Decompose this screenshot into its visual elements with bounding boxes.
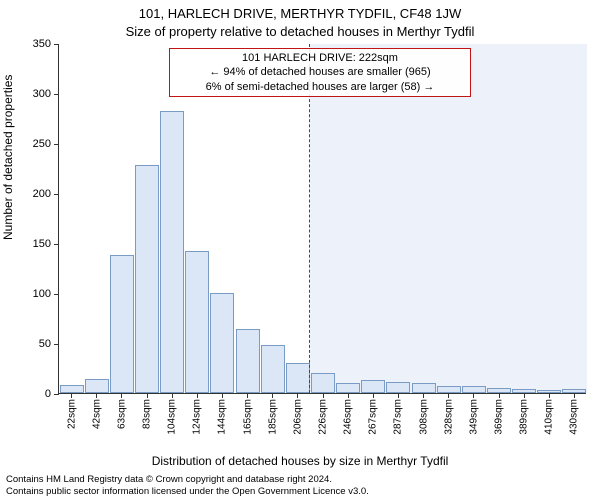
x-tick-label: 144sqm (217, 399, 228, 435)
x-tick (197, 393, 198, 398)
y-tick (54, 344, 59, 345)
y-tick (54, 244, 59, 245)
histogram-bar (236, 329, 260, 393)
y-tick-label: 300 (33, 88, 51, 100)
x-tick (348, 393, 349, 398)
y-tick-label: 350 (33, 38, 51, 50)
y-tick-label: 100 (33, 288, 51, 300)
x-tick-label: 308sqm (418, 399, 429, 435)
x-tick-label: 42sqm (91, 399, 102, 429)
x-tick (272, 393, 273, 398)
y-tick-label: 250 (33, 138, 51, 150)
histogram-bar (185, 251, 209, 393)
page-title: 101, HARLECH DRIVE, MERTHYR TYDFIL, CF48… (0, 6, 600, 21)
histogram-bar (85, 379, 109, 393)
annotation-box: 101 HARLECH DRIVE: 222sqm← 94% of detach… (169, 48, 471, 97)
histogram-bar (110, 255, 134, 393)
x-tick-label: 287sqm (393, 399, 404, 435)
y-tick-label: 0 (45, 388, 51, 400)
x-tick (423, 393, 424, 398)
x-tick (473, 393, 474, 398)
histogram-bar (286, 363, 310, 393)
y-tick (54, 94, 59, 95)
x-tick-label: 369sqm (494, 399, 505, 435)
histogram-bar (361, 380, 385, 393)
x-tick-label: 63sqm (116, 399, 127, 429)
histogram-bar (261, 345, 285, 393)
histogram-bar (135, 165, 159, 393)
x-tick-label: 410sqm (544, 399, 555, 435)
y-tick-label: 200 (33, 188, 51, 200)
x-tick-label: 430sqm (569, 399, 580, 435)
footer-text: Contains HM Land Registry data © Crown c… (0, 474, 600, 498)
histogram-bar (210, 293, 234, 393)
y-axis-label: Number of detached properties (1, 75, 15, 240)
x-tick (524, 393, 525, 398)
annotation-line: 6% of semi-detached houses are larger (5… (176, 80, 464, 94)
x-tick-label: 328sqm (443, 399, 454, 435)
x-tick (297, 393, 298, 398)
x-tick (398, 393, 399, 398)
x-tick-label: 165sqm (242, 399, 253, 435)
x-tick (96, 393, 97, 398)
histogram-bar (386, 382, 410, 393)
histogram-plot: 05010015020025030035022sqm42sqm63sqm83sq… (58, 44, 586, 394)
y-tick (54, 294, 59, 295)
x-tick-label: 22sqm (66, 399, 77, 429)
y-tick (54, 194, 59, 195)
x-tick (499, 393, 500, 398)
x-tick-label: 226sqm (318, 399, 329, 435)
page-subtitle: Size of property relative to detached ho… (0, 24, 600, 39)
x-tick (373, 393, 374, 398)
y-tick (54, 44, 59, 45)
x-tick-label: 267sqm (368, 399, 379, 435)
histogram-bar (60, 385, 84, 393)
footer-line-2: Contains public sector information licen… (6, 486, 594, 498)
y-tick-label: 50 (39, 338, 51, 350)
x-tick-label: 206sqm (292, 399, 303, 435)
x-tick (222, 393, 223, 398)
histogram-bar (336, 383, 360, 393)
histogram-bar (160, 111, 184, 393)
histogram-bar (412, 383, 436, 393)
x-tick (323, 393, 324, 398)
x-tick-label: 83sqm (142, 399, 153, 429)
histogram-bar (462, 386, 486, 393)
plot-area: 05010015020025030035022sqm42sqm63sqm83sq… (58, 44, 586, 394)
x-tick (71, 393, 72, 398)
x-tick (549, 393, 550, 398)
y-tick (54, 394, 59, 395)
x-tick (147, 393, 148, 398)
x-tick (172, 393, 173, 398)
x-tick-label: 389sqm (519, 399, 530, 435)
y-tick (54, 144, 59, 145)
annotation-line: ← 94% of detached houses are smaller (96… (176, 65, 464, 79)
x-tick-label: 185sqm (267, 399, 278, 435)
x-tick (574, 393, 575, 398)
histogram-bar (311, 373, 335, 393)
x-axis-label: Distribution of detached houses by size … (0, 454, 600, 468)
histogram-bar (437, 386, 461, 393)
x-tick-label: 349sqm (468, 399, 479, 435)
x-tick (121, 393, 122, 398)
x-tick-label: 104sqm (167, 399, 178, 435)
annotation-line: 101 HARLECH DRIVE: 222sqm (176, 51, 464, 65)
chart-container: 101, HARLECH DRIVE, MERTHYR TYDFIL, CF48… (0, 0, 600, 500)
x-tick-label: 246sqm (343, 399, 354, 435)
y-tick-label: 150 (33, 238, 51, 250)
footer-line-1: Contains HM Land Registry data © Crown c… (6, 474, 594, 486)
x-tick (247, 393, 248, 398)
x-tick-label: 124sqm (192, 399, 203, 435)
x-tick (448, 393, 449, 398)
